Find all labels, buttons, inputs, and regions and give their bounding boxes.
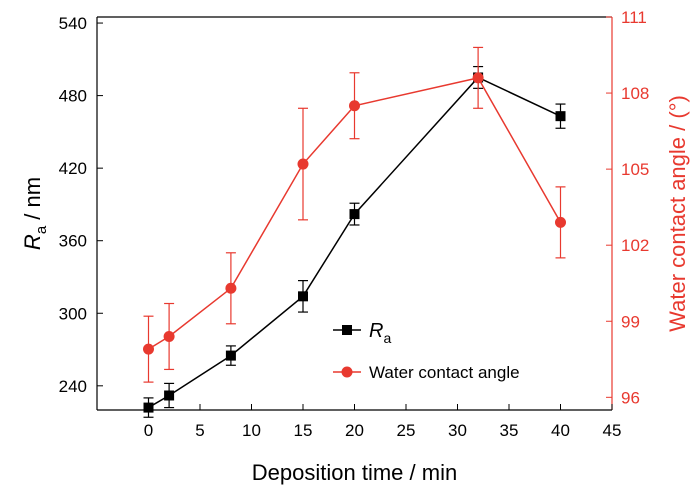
- left-y-tick-label: 300: [59, 304, 87, 323]
- data-point-circle: [143, 343, 154, 355]
- legend-ra-label-subscript: a: [383, 330, 391, 346]
- x-tick-label: 25: [397, 421, 416, 440]
- right-y-axis-ticks: 96 99 102 105 108 111: [606, 8, 649, 407]
- series-water-contact-angle: [143, 46, 566, 383]
- left-y-axis-title-unit: / nm: [20, 177, 45, 226]
- data-point-circle: [472, 72, 484, 84]
- x-tick-label: 10: [242, 421, 261, 440]
- legend-ra-label: Ra: [369, 320, 391, 346]
- x-axis-title: Deposition time / min: [252, 460, 457, 485]
- right-y-tick-label: 96: [621, 388, 640, 407]
- data-point-square: [143, 402, 154, 413]
- right-y-tick-label: 105: [621, 160, 649, 179]
- left-y-tick-label: 420: [59, 159, 87, 178]
- left-y-tick-label: 480: [59, 87, 87, 106]
- data-point-square: [349, 209, 360, 220]
- data-point-square: [298, 291, 308, 302]
- right-y-tick-label: 99: [621, 312, 640, 331]
- x-tick-label: 15: [294, 421, 313, 440]
- x-tick-label: 20: [345, 421, 364, 440]
- left-y-axis-ticks: 240 300 360 420 480 540: [59, 14, 103, 396]
- x-tick-label: 45: [603, 421, 622, 440]
- right-y-tick-label: 102: [621, 236, 649, 255]
- x-axis-ticks: 0 5 10 15 20 25 30 35 40 45: [144, 404, 622, 440]
- x-tick-label: 5: [195, 421, 204, 440]
- legend-wca-label: Water contact angle: [369, 363, 520, 382]
- right-y-axis-title: Water contact angle / (°): [665, 95, 690, 332]
- left-y-axis-title: Ra / nm: [20, 177, 50, 250]
- legend-ra-label-main: R: [369, 320, 383, 342]
- legend-ra-marker: [342, 325, 352, 335]
- legend-entry-ra: Ra: [333, 320, 391, 346]
- axes: [96, 16, 613, 411]
- left-y-tick-label: 360: [59, 232, 87, 251]
- data-point-circle: [297, 158, 309, 170]
- x-tick-label: 40: [551, 421, 570, 440]
- data-point-square: [225, 350, 236, 361]
- x-tick-label: 35: [500, 421, 519, 440]
- x-tick-label: 30: [448, 421, 467, 440]
- left-y-axis-title-subscript: a: [33, 225, 50, 234]
- right-y-tick-label: 111: [621, 8, 647, 27]
- left-y-axis-title-main: R: [20, 234, 45, 250]
- data-point-circle: [163, 330, 175, 342]
- x-tick-label: 0: [144, 421, 153, 440]
- left-y-tick-label: 540: [59, 14, 87, 33]
- left-y-tick-label: 240: [59, 377, 87, 396]
- data-point-square: [555, 111, 566, 122]
- legend-wca-marker: [341, 366, 353, 378]
- legend: Ra Water contact angle: [333, 320, 520, 382]
- data-point-circle: [225, 282, 237, 294]
- legend-entry-water-contact-angle: Water contact angle: [333, 363, 520, 382]
- series-group: [143, 46, 566, 418]
- right-y-tick-label: 108: [621, 84, 649, 103]
- data-point-square: [164, 390, 175, 401]
- data-point-circle: [349, 100, 360, 112]
- data-point-circle: [555, 216, 566, 228]
